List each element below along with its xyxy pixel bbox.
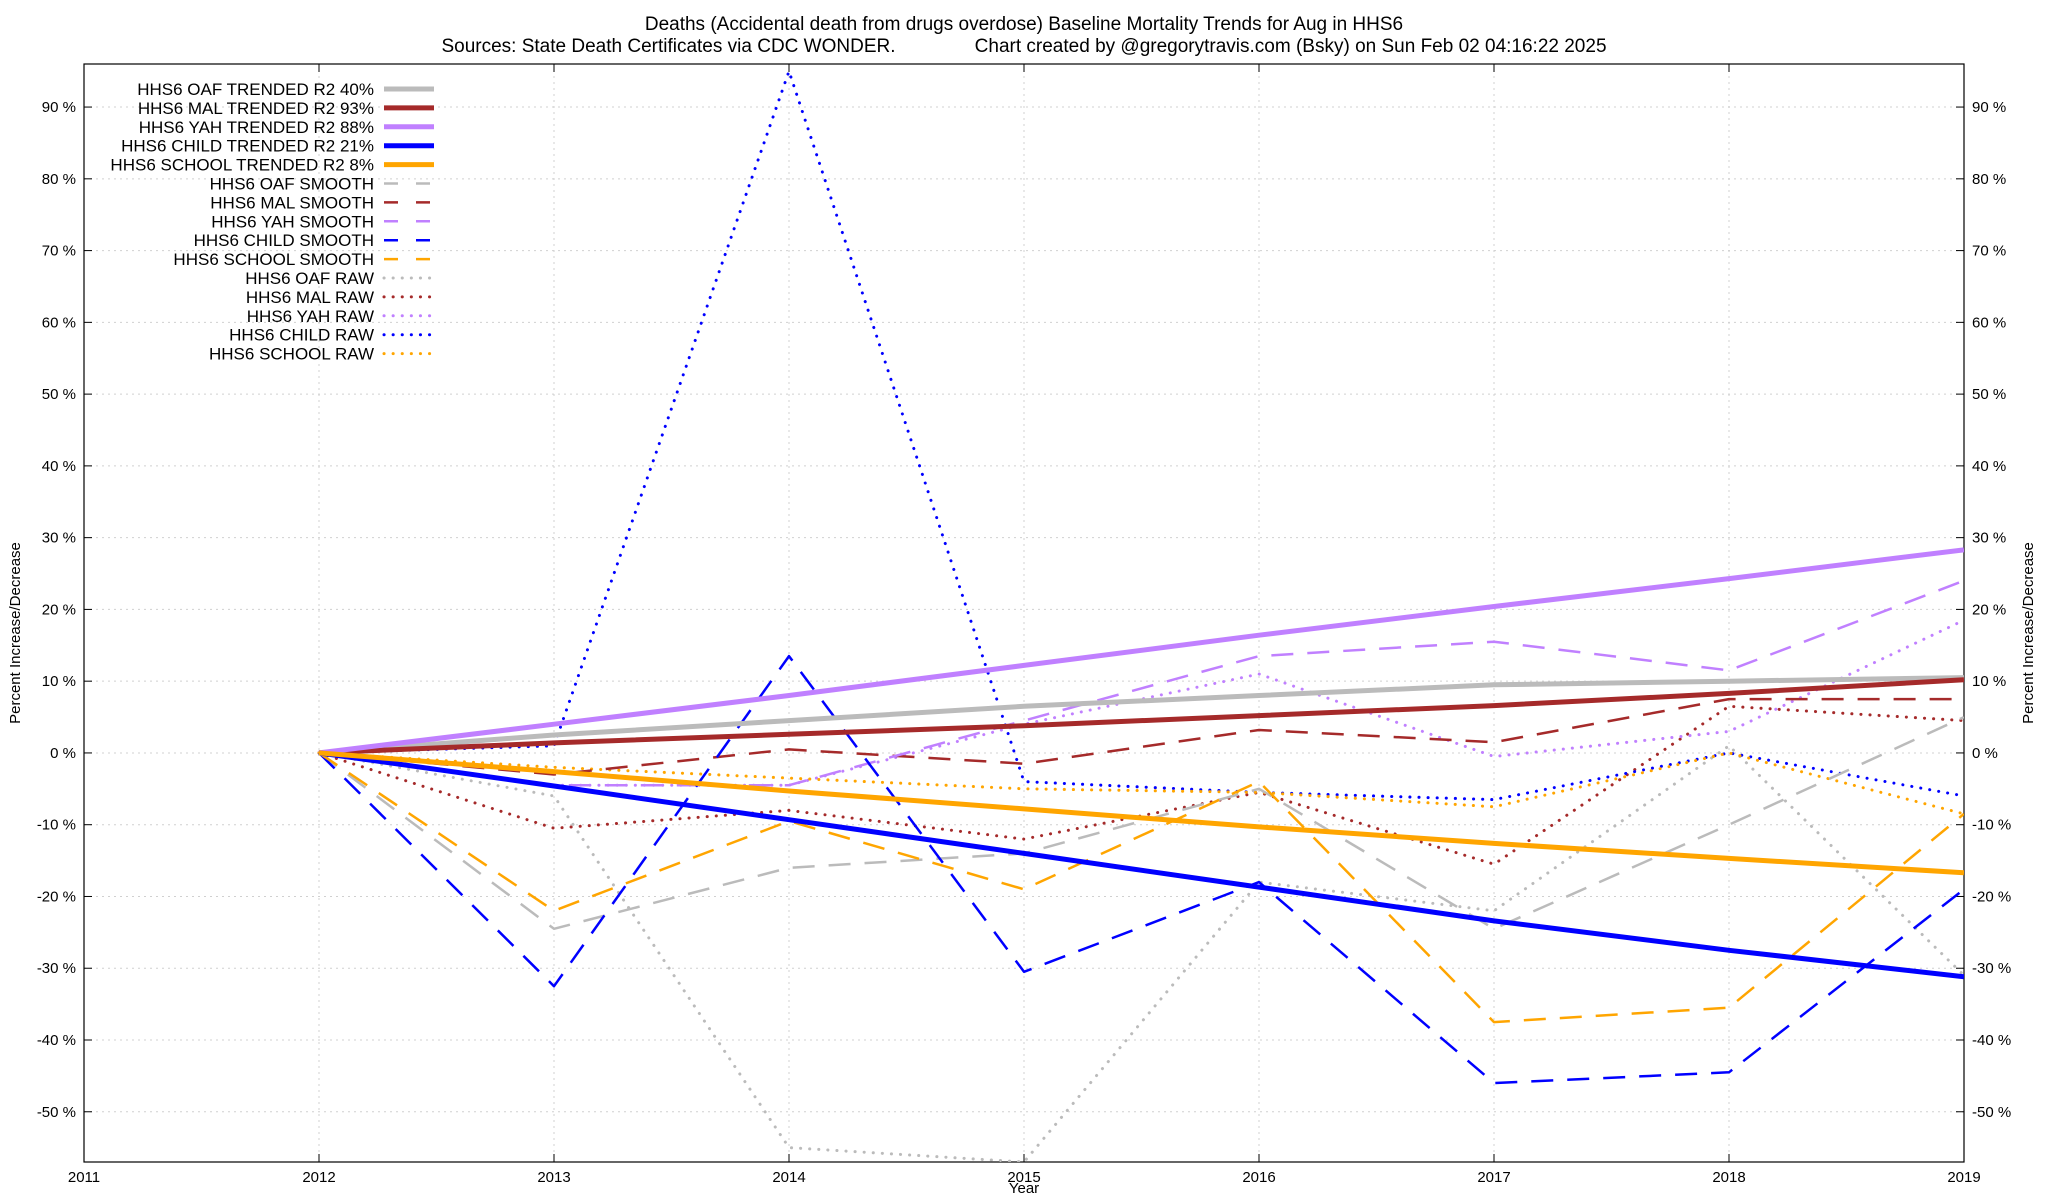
y-tick-label-left: 20 %	[42, 601, 76, 618]
legend-label-hhs6-school-smooth: HHS6 SCHOOL SMOOTH	[173, 250, 374, 269]
y-tick-label-left: -40 %	[37, 1032, 76, 1049]
series-layer	[317, 69, 1964, 1162]
x-tick-label: 2019	[1947, 1169, 1980, 1186]
y-tick-label-left: -10 %	[37, 817, 76, 834]
y-tick-label-right: 80 %	[1972, 171, 2006, 188]
y-tick-label-right: -20 %	[1972, 888, 2011, 905]
series-line-hhs6-school-raw	[317, 751, 1964, 816]
y-tick-label-right: 10 %	[1972, 673, 2006, 690]
legend-label-hhs6-mal-trended-r2: HHS6 MAL TRENDED R2 93%	[138, 99, 374, 118]
legend-label-hhs6-yah-raw: HHS6 YAH RAW	[247, 307, 374, 326]
series-line-hhs6-child-raw	[317, 69, 1964, 802]
legend-label-hhs6-yah-trended-r2: HHS6 YAH TRENDED R2 88%	[139, 118, 374, 137]
chart-title: Deaths (Accidental death from drugs over…	[645, 14, 1403, 35]
y-tick-label-right: 70 %	[1972, 243, 2006, 260]
y-tick-label-left: 0 %	[50, 745, 76, 762]
legend-label-hhs6-oaf-raw: HHS6 OAF RAW	[245, 269, 374, 288]
y-tick-label-right: 60 %	[1972, 314, 2006, 331]
y-tick-label-right: -10 %	[1972, 817, 2011, 834]
series-line-hhs6-oaf-smooth	[318, 715, 1964, 931]
y-axis-label-left: Percent Increase/Decrease	[7, 542, 24, 724]
y-tick-label-left: 70 %	[42, 243, 76, 260]
y-tick-label-right: -50 %	[1972, 1104, 2011, 1121]
x-tick-label: 2018	[1712, 1169, 1745, 1186]
x-tick-label: 2012	[302, 1169, 335, 1186]
legend: HHS6 OAF TRENDED R2 40%HHS6 MAL TRENDED …	[110, 80, 436, 364]
legend-label-hhs6-child-smooth: HHS6 CHILD SMOOTH	[194, 231, 374, 250]
chart-subtitle: Sources: State Death Certificates via CD…	[441, 36, 1606, 57]
y-tick-label-left: -50 %	[37, 1104, 76, 1121]
legend-label-hhs6-school-raw: HHS6 SCHOOL RAW	[209, 345, 374, 364]
y-axis-label-right: Percent Increase/Decrease	[2020, 542, 2037, 724]
legend-label-hhs6-child-trended-r2: HHS6 CHILD TRENDED R2 21%	[121, 137, 374, 156]
y-tick-label-left: 30 %	[42, 530, 76, 547]
legend-label-hhs6-school-trended-r2: HHS6 SCHOOL TRENDED R2 8%	[110, 156, 374, 175]
series-line-hhs6-school-smooth	[318, 751, 1964, 1024]
y-tick-label-right: 30 %	[1972, 530, 2006, 547]
y-tick-label-left: 60 %	[42, 314, 76, 331]
x-tick-label: 2015	[1007, 1169, 1040, 1186]
series-line-hhs6-yah-trended-r2	[318, 547, 1964, 756]
y-tick-label-right: 50 %	[1972, 386, 2006, 403]
legend-label-hhs6-mal-smooth: HHS6 MAL SMOOTH	[210, 193, 374, 212]
y-tick-label-right: -30 %	[1972, 960, 2011, 977]
series-line-hhs6-school-trended-r2	[318, 750, 1964, 876]
series-line-hhs6-child-smooth	[318, 654, 1964, 1085]
y-tick-label-right: 40 %	[1972, 458, 2006, 475]
x-tick-label: 2011	[68, 1169, 100, 1186]
y-tick-label-left: -30 %	[37, 960, 76, 977]
legend-label-hhs6-yah-smooth: HHS6 YAH SMOOTH	[211, 212, 374, 231]
legend-label-hhs6-mal-raw: HHS6 MAL RAW	[246, 288, 374, 307]
y-tick-label-right: -40 %	[1972, 1032, 2011, 1049]
y-tick-label-right: 0 %	[1972, 745, 1998, 762]
x-tick-label: 2016	[1242, 1169, 1275, 1186]
y-tick-label-left: 90 %	[42, 99, 76, 116]
y-tick-label-left: -20 %	[37, 888, 76, 905]
series-line-hhs6-oaf-raw	[317, 744, 1964, 1162]
series-line-hhs6-yah-raw	[317, 618, 1964, 787]
legend-label-hhs6-child-raw: HHS6 CHILD RAW	[229, 326, 374, 345]
series-line-hhs6-oaf-trended-r2	[318, 675, 1964, 756]
series-line-hhs6-child-trended-r2	[318, 750, 1964, 980]
y-tick-label-right: 20 %	[1972, 601, 2006, 618]
x-tick-label: 2017	[1477, 1169, 1510, 1186]
series-line-hhs6-yah-smooth	[318, 579, 1964, 787]
legend-label-hhs6-oaf-trended-r2: HHS6 OAF TRENDED R2 40%	[137, 80, 374, 99]
x-tick-label: 2014	[772, 1169, 805, 1186]
y-tick-label-right: 90 %	[1972, 99, 2006, 116]
series-line-hhs6-mal-smooth	[318, 697, 1964, 776]
grid-layer	[84, 64, 1964, 1162]
y-tick-label-left: 50 %	[42, 386, 76, 403]
x-tick-label: 2013	[537, 1169, 570, 1186]
y-tick-label-left: 10 %	[42, 673, 76, 690]
axis-layer: 2011 2012 2013 2014 2015 2016 2017 2018 2019 90 %…	[37, 63, 2011, 1186]
legend-label-hhs6-oaf-smooth: HHS6 OAF SMOOTH	[210, 175, 374, 194]
x-axis-label: Year	[1009, 1180, 1039, 1197]
y-tick-label-left: 40 %	[42, 458, 76, 475]
series-line-hhs6-mal-trended-r2	[318, 677, 1964, 756]
y-tick-label-left: 80 %	[42, 171, 76, 188]
